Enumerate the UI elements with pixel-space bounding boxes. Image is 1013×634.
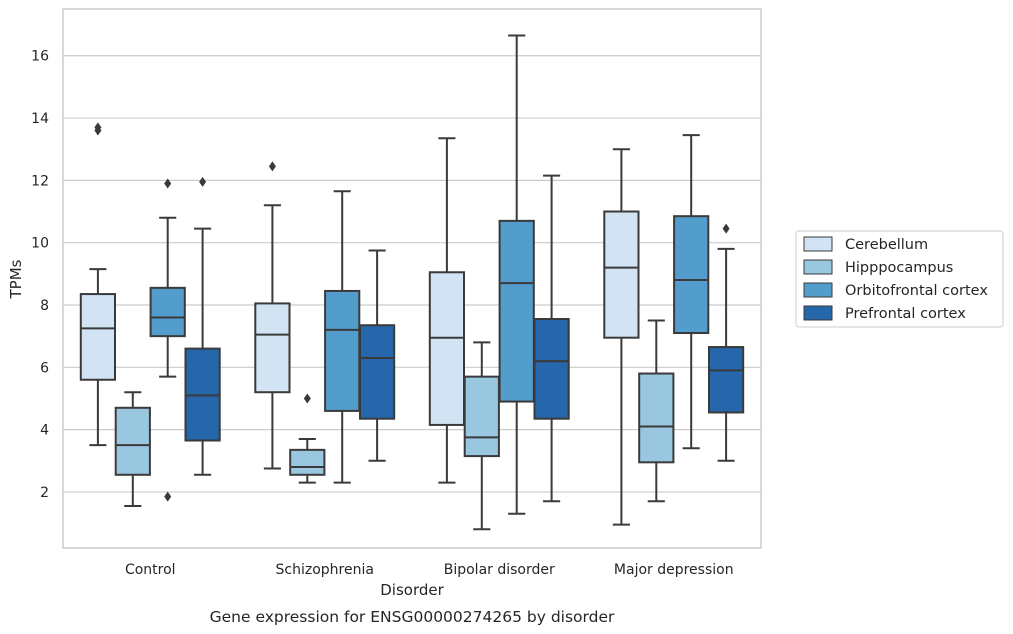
- x-tick-label-schizophrenia: Schizophrenia: [276, 562, 374, 578]
- legend-swatch-prefrontal-cortex: [803, 305, 833, 321]
- cerebellum-bipolar-disorder-box: [428, 271, 466, 426]
- orbitofrontal-cortex-schizophrenia-box: [324, 289, 361, 412]
- legend-swatch-hipppocampus: [803, 259, 833, 275]
- hipppocampus-schizophrenia-box: [289, 448, 326, 476]
- cerebellum-major-depression-box: [603, 210, 640, 339]
- cerebellum-schizophrenia-box: [254, 302, 291, 394]
- legend-swatch-orbitofrontal-cortex: [803, 282, 833, 298]
- y-tick-label-10: 10: [31, 236, 49, 252]
- prefrontal-cortex-schizophrenia-box: [358, 324, 396, 420]
- orbitofrontal-cortex-control-outlier-0: [164, 178, 172, 189]
- x-tick-label-bipolar-disorder: Bipolar disorder: [444, 562, 555, 578]
- prefrontal-cortex-bipolar-disorder-box: [533, 318, 570, 420]
- legend-label-hipppocampus: Hipppocampus: [845, 260, 953, 276]
- hipppocampus-control-box: [114, 406, 151, 476]
- legend: Cerebellum Hipppocampus Orbitofrontal cort…: [795, 230, 1004, 328]
- legend-label-orbitofrontal-cortex: Orbitofrontal cortex: [845, 283, 988, 299]
- x-tick-label-control: Control: [125, 562, 176, 578]
- y-tick-label-14: 14: [31, 111, 49, 127]
- legend-label-cerebellum: Cerebellum: [845, 237, 928, 253]
- orbitofrontal-cortex-control-outlier-1: [164, 491, 172, 502]
- chart-caption: Gene expression for ENSG00000274265 by d…: [210, 608, 615, 626]
- cerebellum-control-box: [79, 293, 117, 381]
- x-tick-label-major-depression: Major depression: [614, 562, 734, 578]
- cerebellum-schizophrenia-outlier-0: [268, 161, 276, 172]
- prefrontal-cortex-control-outlier-0: [199, 176, 207, 187]
- hipppocampus-bipolar-disorder-box: [463, 375, 500, 458]
- orbitofrontal-cortex-control-box: [149, 286, 186, 338]
- y-tick-label-4: 4: [40, 423, 49, 439]
- orbitofrontal-cortex-major-depression-box: [673, 215, 710, 335]
- plot-frame: [62, 8, 762, 549]
- y-tick-label-8: 8: [40, 298, 49, 314]
- x-axis-ticks: Control Schizophrenia Bipolar disorder Majo…: [125, 562, 734, 578]
- y-axis-label: TPMs: [7, 259, 25, 299]
- hipppocampus-schizophrenia-outlier-0: [303, 393, 311, 404]
- cerebellum-control-outlier-1: [94, 122, 102, 133]
- legend-frame: [795, 230, 1004, 328]
- y-tick-label-12: 12: [31, 173, 49, 189]
- x-axis-label: Disorder: [380, 581, 444, 599]
- legend-label-prefrontal-cortex: Prefrontal cortex: [845, 306, 966, 322]
- hipppocampus-major-depression-box: [638, 372, 675, 464]
- y-axis-ticks: 2 4 6 8 10 12 14 16: [31, 49, 49, 501]
- legend-swatch-cerebellum: [803, 236, 833, 252]
- prefrontal-cortex-major-depression-outlier-0: [722, 223, 730, 234]
- orbitofrontal-cortex-bipolar-disorder-box: [498, 219, 535, 403]
- box-groups: [79, 34, 745, 531]
- y-tick-label-16: 16: [31, 49, 49, 65]
- y-tick-label-2: 2: [40, 485, 49, 501]
- y-tick-label-6: 6: [40, 360, 49, 376]
- prefrontal-cortex-major-depression-box: [707, 346, 745, 414]
